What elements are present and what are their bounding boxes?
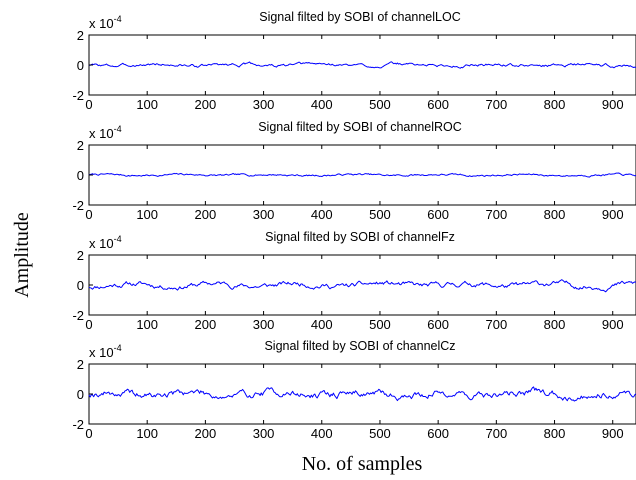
signal-line <box>88 386 636 402</box>
x-tick-label: 800 <box>544 97 566 112</box>
x-tick-label: 700 <box>485 426 507 441</box>
x-tick-label: 800 <box>544 317 566 332</box>
signal-line <box>88 61 636 69</box>
y-tick-label: -2 <box>72 198 84 213</box>
x-tick-label: 200 <box>195 317 217 332</box>
y-tick-label: 0 <box>77 168 84 183</box>
x-tick-label: 300 <box>253 207 275 222</box>
x-tick-label: 900 <box>602 207 624 222</box>
x-tick-label: 0 <box>85 97 92 112</box>
x-tick-label: 500 <box>369 317 391 332</box>
subplot-title: Signal filted by SOBI of channelROC <box>258 120 462 134</box>
x-tick-label: 200 <box>195 207 217 222</box>
y-tick-label: 0 <box>77 58 84 73</box>
x-tick-label: 0 <box>85 426 92 441</box>
x-tick-label: 400 <box>311 97 333 112</box>
x-tick-label: 900 <box>602 97 624 112</box>
x-tick-label: 500 <box>369 426 391 441</box>
x-tick-label: 600 <box>427 207 449 222</box>
x-axis-label: No. of samples <box>302 453 423 475</box>
y-tick-label: 0 <box>77 278 84 293</box>
x-tick-label: 700 <box>485 97 507 112</box>
y-tick-label: 2 <box>77 28 84 43</box>
x-tick-label: 400 <box>311 426 333 441</box>
y-tick-label: 2 <box>77 357 84 372</box>
subplot-title: Signal filted by SOBI of channelFz <box>265 230 455 244</box>
exponent-power: -4 <box>114 343 122 353</box>
y-tick-label: 2 <box>77 138 84 153</box>
y-exponent-label: x 10-4 <box>89 14 122 31</box>
x-tick-label: 0 <box>85 207 92 222</box>
x-tick-label: 900 <box>602 317 624 332</box>
signal-line <box>88 172 636 178</box>
x-tick-label: 200 <box>195 426 217 441</box>
y-exponent-label: x 10-4 <box>89 124 122 141</box>
x-tick-label: 800 <box>544 426 566 441</box>
subplot-title: Signal filted by SOBI of channelCz <box>264 339 455 353</box>
x-tick-label: 100 <box>136 426 158 441</box>
y-tick-label: 0 <box>77 387 84 402</box>
y-tick-label: -2 <box>72 88 84 103</box>
exponent-power: -4 <box>114 14 122 24</box>
x-tick-label: 0 <box>85 317 92 332</box>
x-tick-label: 400 <box>311 317 333 332</box>
x-tick-label: 400 <box>311 207 333 222</box>
exponent-power: -4 <box>114 234 122 244</box>
x-tick-label: 500 <box>369 97 391 112</box>
subplot-title: Signal filted by SOBI of channelLOC <box>259 10 461 24</box>
x-tick-label: 100 <box>136 207 158 222</box>
y-tick-label: 2 <box>77 248 84 263</box>
x-tick-label: 900 <box>602 426 624 441</box>
x-tick-label: 700 <box>485 207 507 222</box>
x-tick-label: 200 <box>195 97 217 112</box>
x-tick-label: 300 <box>253 426 275 441</box>
y-tick-label: -2 <box>72 417 84 432</box>
x-tick-label: 100 <box>136 97 158 112</box>
x-tick-label: 500 <box>369 207 391 222</box>
y-exponent-label: x 10-4 <box>89 234 122 251</box>
x-tick-label: 600 <box>427 97 449 112</box>
plot-frame <box>88 254 636 316</box>
x-tick-label: 600 <box>427 426 449 441</box>
x-tick-label: 800 <box>544 207 566 222</box>
x-tick-label: 300 <box>253 317 275 332</box>
x-tick-label: 600 <box>427 317 449 332</box>
exponent-power: -4 <box>114 124 122 134</box>
x-tick-label: 700 <box>485 317 507 332</box>
x-tick-label: 100 <box>136 317 158 332</box>
x-tick-label: 300 <box>253 97 275 112</box>
y-tick-label: -2 <box>72 308 84 323</box>
signal-line <box>88 279 636 293</box>
y-axis-label: Amplitude <box>11 212 33 298</box>
y-exponent-label: x 10-4 <box>89 343 122 360</box>
